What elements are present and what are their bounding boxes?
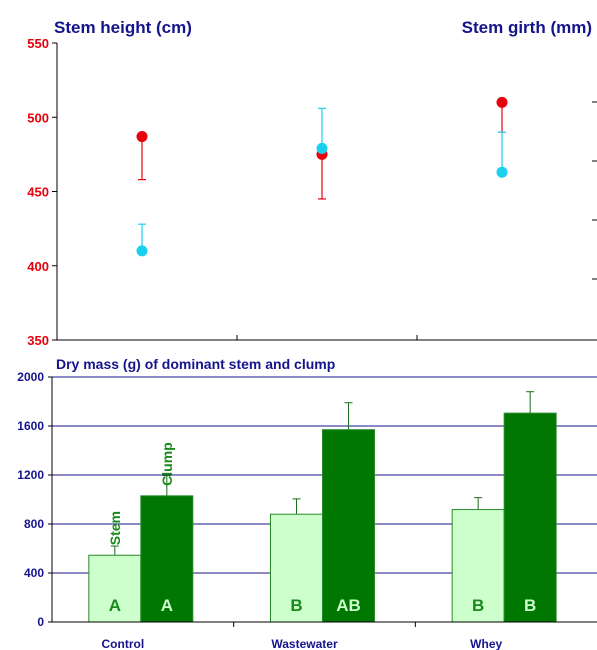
clump-significance-letter: B xyxy=(524,596,536,615)
clump-bar xyxy=(503,412,557,623)
bottom-plot-marks: A Stem B B A Clump AB B xyxy=(88,391,557,623)
bottom-y-tick-label: 2000 xyxy=(17,370,44,384)
stem-significance-letter: B xyxy=(290,596,302,615)
bottom-plot-axes: 0 400 800 1200 1600 2000 Control Wastewater Whey xyxy=(17,370,597,650)
stem-series-label: Stem xyxy=(107,511,123,545)
bottom-y-tick-label: 400 xyxy=(24,566,44,580)
stem-significance-letter: B xyxy=(472,596,484,615)
bottom-panel: Dry mass (g) of dominant stem and clump … xyxy=(17,356,597,650)
girth-point xyxy=(496,166,508,178)
girth-point xyxy=(316,142,328,154)
dry-mass-title: Dry mass (g) of dominant stem and clump xyxy=(56,356,335,372)
clump-bar xyxy=(322,429,375,623)
top-y-tick-label: 550 xyxy=(27,36,49,51)
top-y-tick-label: 400 xyxy=(27,259,49,274)
clump-significance-letter: A xyxy=(161,596,173,615)
bottom-y-tick-label: 0 xyxy=(37,615,44,629)
stem-significance-letter: A xyxy=(109,596,121,615)
bottom-y-tick-label: 1600 xyxy=(17,419,44,433)
bottom-y-tick-label: 1200 xyxy=(17,468,44,482)
top-plot-marks xyxy=(136,96,508,257)
stem-bar xyxy=(451,509,505,623)
clump-bar xyxy=(140,495,194,623)
category-label: Wastewater xyxy=(271,637,338,650)
top-y-tick-label: 500 xyxy=(27,110,49,125)
top-y-tick-label: 350 xyxy=(27,333,49,348)
top-panel: Stem height (cm) Stem girth (mm) 350 400 4… xyxy=(27,18,597,348)
girth-point xyxy=(136,245,148,257)
clump-significance-letter: AB xyxy=(336,596,361,615)
clump-series-label: Clump xyxy=(159,442,175,486)
top-plot-axes: 350 400 450 500 550 xyxy=(27,36,597,348)
stem-height-title: Stem height (cm) xyxy=(54,18,192,37)
category-label: Whey xyxy=(470,637,502,650)
bottom-y-tick-label: 800 xyxy=(24,517,44,531)
height-point xyxy=(136,131,148,143)
stem-girth-title: Stem girth (mm) xyxy=(462,18,592,37)
category-label: Control xyxy=(102,637,145,650)
height-point xyxy=(496,96,508,108)
top-y-tick-label: 450 xyxy=(27,185,49,200)
